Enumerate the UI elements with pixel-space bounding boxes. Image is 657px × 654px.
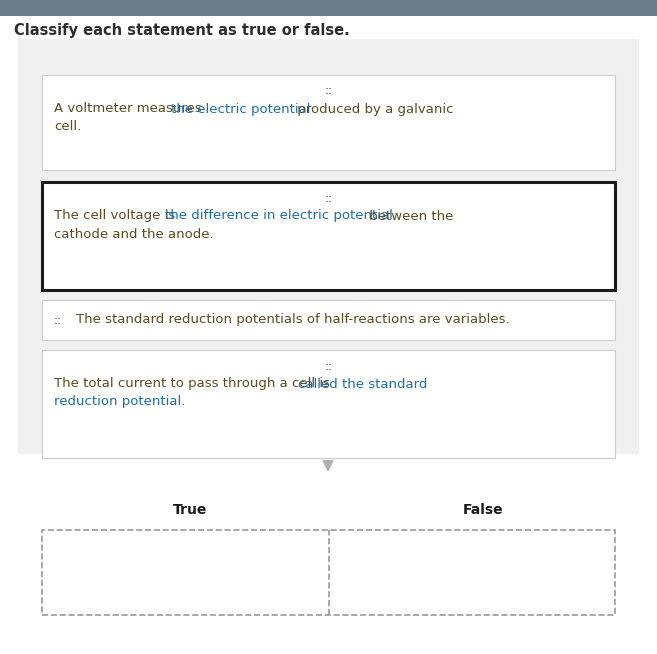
Text: True: True: [173, 503, 207, 517]
Bar: [0, 0, 657, 16]
Text: ::: ::: [54, 313, 62, 326]
Bar: [42, 182, 615, 290]
Text: produced by a galvanic: produced by a galvanic: [292, 103, 453, 116]
Text: The standard reduction potentials of half-reactions are variables.: The standard reduction potentials of hal…: [76, 313, 510, 326]
Bar: [18, 39, 639, 624]
Text: ::: ::: [325, 192, 332, 205]
Bar: [42, 300, 615, 340]
Text: called the standard: called the standard: [298, 377, 428, 390]
Text: between the: between the: [365, 209, 453, 222]
Text: cell.: cell.: [54, 120, 81, 133]
Text: reduction potential.: reduction potential.: [54, 396, 185, 409]
Text: cathode and the anode.: cathode and the anode.: [54, 228, 214, 241]
Text: The total current to pass through a cell is: The total current to pass through a cell…: [54, 377, 334, 390]
Bar: [42, 530, 615, 615]
Text: the difference in electric potential: the difference in electric potential: [165, 209, 393, 222]
Bar: [42, 75, 615, 170]
Text: ::: ::: [325, 360, 332, 373]
Text: The cell voltage is: The cell voltage is: [54, 209, 179, 222]
Text: the electric potential: the electric potential: [171, 103, 310, 116]
Text: A voltmeter measures: A voltmeter measures: [54, 103, 206, 116]
Text: False: False: [463, 503, 503, 517]
Bar: [18, 454, 639, 624]
Text: ::: ::: [325, 84, 332, 97]
Text: Classify each statement as true or false.: Classify each statement as true or false…: [14, 22, 350, 37]
Bar: [42, 350, 615, 458]
